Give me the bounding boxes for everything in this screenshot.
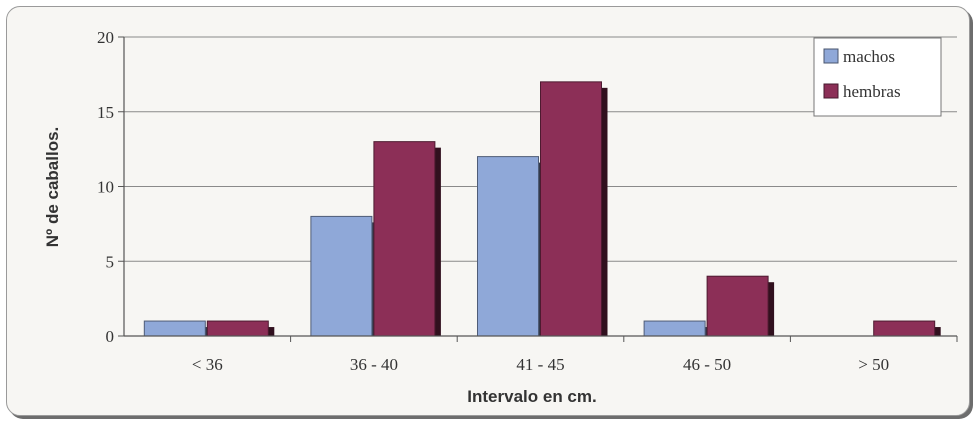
y-tick-label: 20 (97, 28, 114, 47)
bar-machos (477, 156, 539, 337)
legend-label: machos (843, 47, 895, 66)
x-tick-label: < 36 (192, 355, 223, 374)
y-tick-label: 5 (106, 252, 115, 271)
x-tick-label: 41 - 45 (516, 355, 564, 374)
legend-label: hembras (843, 82, 901, 101)
bar-hembras (373, 141, 436, 337)
bars (143, 81, 941, 337)
bar-hembras (540, 81, 602, 337)
y-tick-labels: 0 5 10 15 20 (97, 28, 114, 346)
axes (123, 37, 958, 342)
legend-swatch (823, 83, 839, 99)
x-axis-label: Intervalo en cm. (467, 387, 596, 406)
y-tick-label: 0 (106, 327, 115, 346)
y-tick-label: 10 (97, 178, 114, 197)
x-tick-labels: < 36 36 - 40 41 - 45 46 - 50 > 50 (192, 355, 889, 374)
y-tick-label: 15 (97, 103, 114, 122)
bar-hembras (706, 275, 769, 337)
legend-swatch (823, 48, 839, 64)
bar-machos (643, 320, 706, 337)
bar-hembras (873, 320, 936, 337)
x-tick-label: 46 - 50 (683, 355, 731, 374)
y-axis-label: Nº de caballos. (43, 127, 62, 248)
x-tick-label: > 50 (858, 355, 889, 374)
bar-machos (143, 320, 206, 337)
x-tick-label: 36 - 40 (350, 355, 398, 374)
bar-machos (310, 215, 373, 337)
bar-hembras (206, 320, 269, 337)
legend: machos hembras (813, 37, 942, 117)
